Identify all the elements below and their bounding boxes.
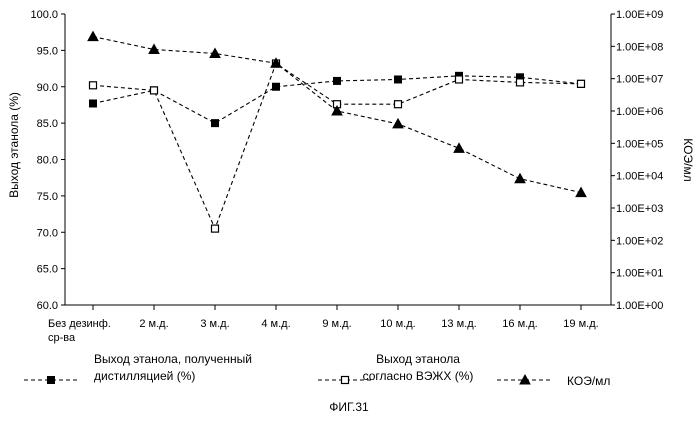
legend-label: КОЭ/мл — [567, 374, 610, 388]
data-point — [393, 119, 403, 128]
legend-item-1: Выход этанола, полученный дистилляцией (%… — [24, 352, 252, 384]
right-tick-label: 1.00E+09 — [616, 9, 663, 21]
x-tick-label: 9 м.д. — [322, 318, 351, 330]
right-tick-label: 1.00E+00 — [616, 300, 663, 312]
data-point — [334, 77, 341, 84]
left-tick-label: 80.0 — [37, 155, 58, 167]
left-tick-label: 60.0 — [37, 300, 58, 312]
legend: Выход этанола, полученный дистилляцией (%… — [24, 352, 610, 388]
legend-label: Выход этанола — [376, 352, 460, 366]
data-point — [90, 100, 97, 107]
series-1 — [90, 72, 585, 126]
right-tick-label: 1.00E+05 — [616, 138, 663, 150]
data-point — [395, 76, 402, 83]
right-tick-label: 1.00E+03 — [616, 203, 663, 215]
data-point — [576, 188, 586, 197]
x-tick-label: 13 м.д. — [441, 318, 476, 330]
left-tick-label: 65.0 — [37, 264, 58, 276]
legend-marker — [342, 377, 349, 384]
left-tick-label: 70.0 — [37, 227, 58, 239]
legend-label: дистилляцией (%) — [94, 369, 195, 383]
series-2 — [90, 60, 585, 232]
left-tick-label: 75.0 — [37, 191, 58, 203]
left-tick-label: 85.0 — [37, 118, 58, 130]
data-point — [212, 225, 219, 232]
right-tick-label: 1.00E+08 — [616, 41, 663, 53]
right-tick-label: 1.00E+04 — [616, 171, 663, 183]
right-tick-label: 1.00E+07 — [616, 74, 663, 86]
right-tick-label: 1.00E+01 — [616, 268, 663, 280]
left-axis-title: Выход этанола (%) — [7, 92, 21, 198]
right-tick-label: 1.00E+02 — [616, 235, 663, 247]
data-point — [456, 76, 463, 83]
figure-caption: ФИГ.31 — [329, 400, 369, 414]
x-tick-label: 4 м.д. — [261, 318, 290, 330]
data-point — [151, 87, 158, 94]
series-layer — [88, 32, 586, 233]
left-tick-label: 95.0 — [37, 45, 58, 57]
legend-label: Выход этанола, полученный — [94, 352, 252, 366]
data-point — [515, 174, 525, 183]
left-tick-label: 90.0 — [37, 82, 58, 94]
data-point — [454, 143, 464, 152]
left-axis-ticks: 60.0 65.0 70.0 75.0 80.0 85.0 90.0 95.0 100.0 — [30, 9, 65, 312]
x-tick-label: ср-ва — [48, 332, 76, 344]
legend-item-2: Выход этанола согласно ВЭЖХ (%) — [318, 352, 473, 384]
x-tick-label: 10 м.д. — [380, 318, 415, 330]
x-axis-ticks: Без дезинф. ср-ва 2 м.д. 3 м.д. 4 м.д. 9 м.д.… — [48, 305, 599, 344]
data-point — [88, 32, 98, 41]
right-tick-label: 1.00E+06 — [616, 106, 663, 118]
x-tick-label: 19 м.д. — [563, 318, 598, 330]
legend-label: согласно ВЭЖХ (%) — [363, 369, 474, 383]
right-axis-title: КОЭ/мл — [681, 138, 695, 181]
data-point — [395, 101, 402, 108]
legend-item-3: КОЭ/мл — [497, 374, 610, 388]
data-point — [517, 79, 524, 86]
x-tick-label: 3 м.д. — [200, 318, 229, 330]
data-point — [90, 82, 97, 89]
legend-marker — [48, 377, 55, 384]
x-tick-label: 2 м.д. — [139, 318, 168, 330]
series-line — [93, 63, 581, 228]
data-point — [212, 120, 219, 127]
axes — [65, 14, 611, 305]
series-3 — [88, 32, 586, 197]
x-tick-label: Без дезинф. — [48, 318, 111, 330]
x-tick-label: 16 м.д. — [502, 318, 537, 330]
right-axis-ticks: 1.00E+00 1.00E+01 1.00E+02 1.00E+03 1.00E+04… — [611, 9, 663, 312]
data-point — [578, 80, 585, 87]
left-tick-label: 100.0 — [30, 9, 58, 21]
data-point — [273, 83, 280, 90]
